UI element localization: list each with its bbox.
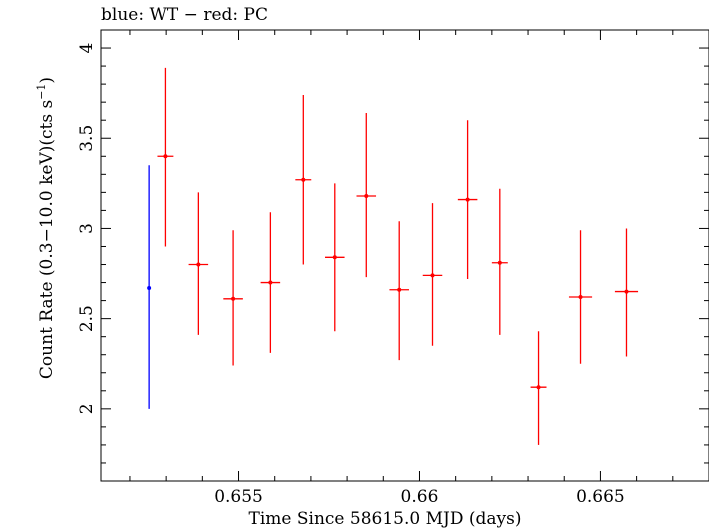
data-point — [624, 289, 629, 294]
x-tick-label: 0.665 — [576, 487, 625, 507]
data-point — [364, 193, 369, 198]
x-tick-label: 0.66 — [401, 487, 439, 507]
data-point — [301, 177, 306, 182]
x-tick-label: 0.655 — [214, 487, 263, 507]
data-point — [147, 285, 152, 290]
y-axis-label-superscript: −1 — [35, 83, 49, 100]
y-tick-label: 2.5 — [77, 305, 97, 332]
y-axis-label-text: Count Rate (0.3−10.0 keV)(cts s — [36, 99, 57, 380]
y-tick-label: 3 — [77, 223, 97, 234]
data-point — [430, 273, 435, 278]
data-point — [497, 260, 502, 265]
data-point — [332, 255, 337, 260]
data-point — [397, 287, 402, 292]
y-axis-label: Count Rate (0.3−10.0 keV)(cts s−1) — [35, 77, 57, 379]
data-point — [163, 154, 168, 159]
data-point — [196, 262, 201, 267]
data-point — [578, 294, 583, 299]
y-axis-label-tail: ) — [36, 76, 57, 84]
data-point — [536, 385, 541, 390]
y-tick-label: 3.5 — [77, 125, 97, 152]
data-point — [231, 296, 236, 301]
data-point — [465, 197, 470, 202]
data-point — [268, 280, 273, 285]
x-axis-label: Time Since 58615.0 MJD (days) — [248, 509, 522, 529]
y-tick-label: 2 — [77, 403, 97, 414]
chart-title: blue: WT − red: PC — [101, 5, 268, 25]
plot-frame — [100, 29, 709, 482]
y-tick-label: 4 — [77, 43, 97, 54]
